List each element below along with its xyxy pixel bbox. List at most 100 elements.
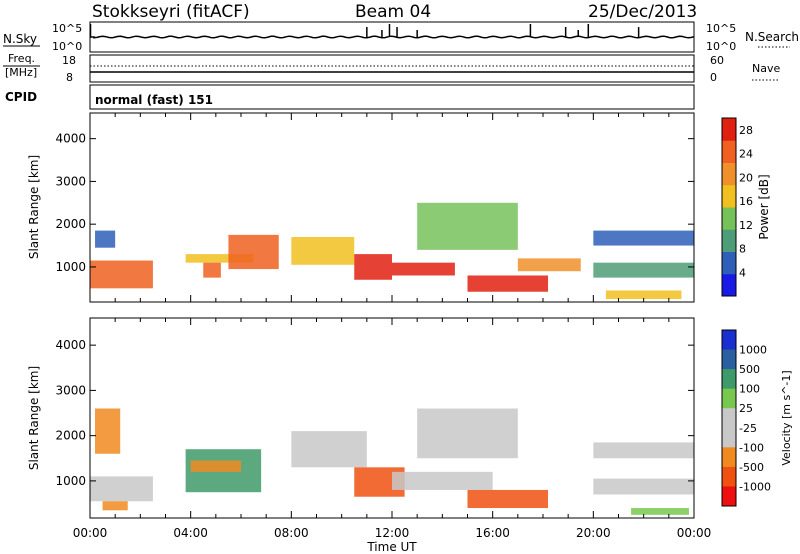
beam-title: Beam 04: [355, 2, 431, 22]
nsearch-tick-bottom: 10^0: [706, 40, 736, 53]
data-region: [467, 275, 549, 292]
data-region: [190, 460, 241, 472]
power-colorbar-tick: 28: [739, 124, 753, 137]
power-colorbar-swatch: [722, 273, 736, 297]
velocity-colorbar-swatch: [722, 447, 736, 468]
power-x-axis: [89, 113, 695, 302]
power-colorbar: 4 8 12 16 20 24 28: [721, 117, 753, 297]
cpid-label: CPID: [5, 90, 37, 104]
power-colorbar-tick: 4: [739, 266, 746, 279]
nave-tick-bottom: 0: [710, 71, 717, 84]
cpid-frame: [89, 84, 695, 110]
time-tick-label: 12:00: [375, 526, 410, 540]
data-region: [203, 262, 221, 278]
velocity-colorbar-tick: 100: [739, 383, 760, 396]
power-colorbar-swatch: [722, 184, 736, 208]
nsky-series-line: [90, 35, 695, 39]
data-region: [95, 408, 121, 454]
data-region: [354, 254, 392, 280]
velocity-colorbar-tick: 500: [739, 363, 760, 376]
cpid-value: normal (fast) 151: [95, 93, 213, 107]
power-colorbar-swatch: [722, 207, 736, 230]
station-title: Stokkseyri (fitACF): [92, 2, 250, 22]
velocity-colorbar-tick: 25: [739, 402, 753, 415]
time-tick-label: 04:00: [173, 526, 208, 540]
nsky-label: N.Sky: [3, 32, 37, 46]
y-tick-label: 1000: [55, 474, 86, 488]
power-colorbar-tick: 12: [739, 219, 753, 232]
velocity-panel: 1000 2000 3000 4000 Slant Range [km] 1000 50…: [27, 317, 793, 519]
data-region: [605, 290, 682, 300]
velocity-data-layer: [90, 408, 694, 515]
data-region: [392, 262, 455, 276]
power-colorbar-swatch: [722, 118, 736, 141]
power-colorbar-swatch: [722, 162, 736, 186]
y-tick-label: 1000: [55, 260, 86, 274]
data-region: [593, 442, 694, 459]
power-colorbar-tick: 16: [739, 195, 753, 208]
nave-label: Nave: [752, 62, 780, 75]
velocity-colorbar-swatch: [722, 486, 736, 507]
data-region: [593, 478, 694, 495]
y-tick-label: 2000: [55, 429, 86, 443]
freq-tick-top: 18: [62, 54, 76, 67]
nsky-tick-top: 10^5: [52, 22, 82, 35]
date-title: 25/Dec/2013: [588, 2, 697, 22]
cpid-strip: CPID normal (fast) 151: [5, 84, 695, 110]
time-tick-label: 20:00: [576, 526, 611, 540]
data-region: [228, 234, 279, 270]
time-axis-labels: 00:00 04:00 08:00 12:00 16:00 20:00 00:00: [73, 526, 712, 540]
data-region: [417, 408, 518, 459]
freq-frame: [89, 54, 695, 83]
data-region: [392, 471, 493, 490]
data-region: [467, 489, 549, 509]
data-region: [593, 230, 694, 246]
power-y-label: Slant Range [km]: [27, 155, 41, 259]
velocity-colorbar-swatch: [722, 388, 736, 409]
time-tick-label: 08:00: [274, 526, 309, 540]
data-region: [593, 262, 694, 278]
velocity-colorbar-label: Velocity [m s^-1]: [780, 370, 793, 465]
y-tick-label: 3000: [55, 174, 86, 188]
velocity-colorbar-tick: -25: [739, 422, 757, 435]
nsky-tick-bottom: 10^0: [52, 40, 82, 53]
y-tick-label: 3000: [55, 383, 86, 397]
power-colorbar-swatch: [722, 229, 736, 252]
power-colorbar-swatch: [722, 251, 736, 275]
power-y-axis: 1000 2000 3000 4000: [55, 132, 694, 274]
power-colorbar-frame: [721, 117, 737, 297]
nsearch-label: N.Search: [745, 30, 799, 44]
velocity-colorbar-tick: 1000: [739, 344, 767, 357]
nsky-strip: N.Sky 10^5 10^0 10^5 10^0 N.Search: [3, 21, 799, 53]
velocity-x-axis: [89, 318, 695, 518]
velocity-colorbar-swatch: [722, 466, 736, 487]
time-tick-label: 16:00: [475, 526, 510, 540]
data-region: [291, 237, 355, 265]
data-region: [291, 431, 367, 468]
power-panel: 1000 2000 3000 4000 Slant Range [km] 4 8 12 16…: [27, 112, 771, 303]
velocity-colorbar-swatch: [722, 408, 736, 429]
data-region: [417, 202, 518, 250]
velocity-colorbar-swatch: [722, 330, 736, 351]
data-region: [90, 476, 153, 502]
velocity-colorbar-swatch: [722, 349, 736, 370]
velocity-colorbar-swatch: [722, 427, 736, 448]
velocity-colorbar-tick: -500: [739, 461, 764, 474]
y-tick-label: 4000: [55, 338, 86, 352]
time-tick-label: 00:00: [677, 526, 712, 540]
velocity-y-axis: 1000 2000 3000 4000: [55, 338, 694, 488]
power-colorbar-tick: 24: [739, 148, 753, 161]
nsearch-tick-top: 10^5: [706, 22, 736, 35]
velocity-colorbar-swatch: [722, 369, 736, 390]
freq-label-top: Freq.: [8, 52, 35, 65]
power-data-layer: [90, 202, 694, 300]
y-tick-label: 2000: [55, 217, 86, 231]
velocity-y-label: Slant Range [km]: [27, 366, 41, 470]
nave-tick-top: 60: [710, 54, 724, 67]
power-colorbar-label: Power [dB]: [757, 174, 771, 239]
power-colorbar-swatch: [722, 140, 736, 163]
data-region: [185, 254, 254, 263]
data-region: [90, 260, 153, 289]
velocity-colorbar-frame: [721, 329, 737, 507]
